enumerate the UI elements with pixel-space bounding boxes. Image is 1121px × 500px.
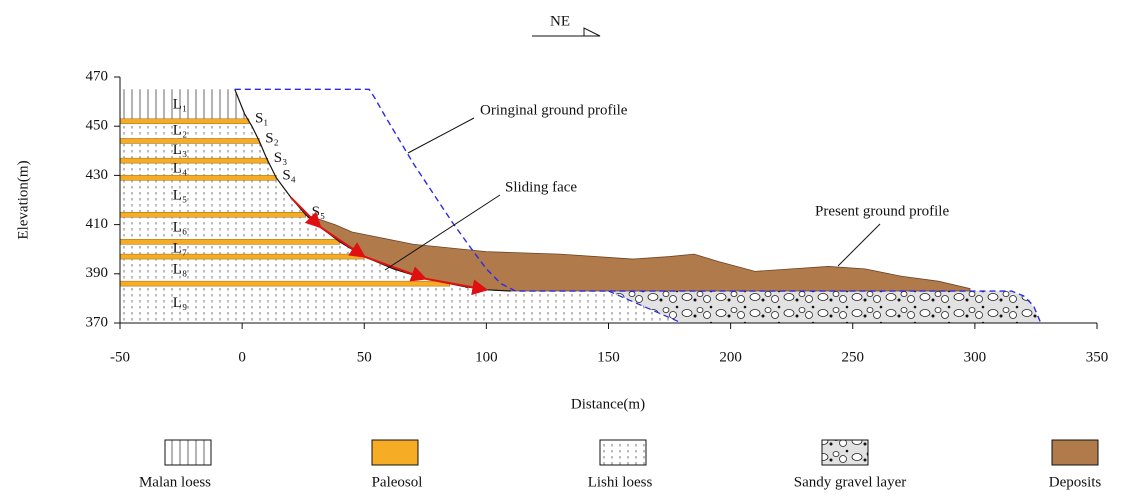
loess-label: L₅ [173, 188, 187, 204]
paleosol-band [120, 175, 276, 180]
x-axis-label: Distance(m) [571, 396, 645, 412]
paleosol-band [120, 281, 450, 286]
paleosol-band [120, 212, 306, 217]
chart: S₁S₂S₃S₄S₅S₆S₇S₈L₁L₂L₃L₄L₅L₆L₇L₈L₉ NE Or… [0, 0, 1121, 495]
paleosol-label: S₃ [274, 150, 288, 166]
loess-label: L₈ [173, 262, 187, 278]
x-tick-label: 0 [238, 349, 246, 365]
x-tick-label: 300 [964, 349, 987, 365]
x-tick-label: 250 [842, 349, 865, 365]
paleosol-label: S₂ [265, 130, 279, 146]
loess-label: L₉ [173, 295, 187, 311]
paleosol-label: S₄ [282, 167, 296, 183]
y-tick-label: 370 [86, 314, 109, 330]
y-tick-label: 470 [86, 68, 109, 84]
paleosol-band [120, 254, 364, 259]
x-tick-label: 150 [597, 349, 620, 365]
loess-label: L₁ [173, 97, 187, 113]
annotation: Present ground profile [815, 203, 949, 219]
x-tick-label: 200 [719, 349, 742, 365]
x-tick-label: 350 [1086, 349, 1109, 365]
paleosol-band [120, 158, 268, 163]
paleosol-band [120, 138, 259, 143]
loess-label: L₃ [173, 142, 187, 158]
legend-label: Malan loess [139, 474, 211, 490]
legend-swatch [1052, 440, 1098, 465]
leader-line [838, 224, 880, 266]
loess-label: L₇ [173, 241, 187, 257]
leader-line [408, 118, 474, 153]
y-tick-label: 450 [86, 118, 109, 134]
x-tick-label: -50 [110, 349, 130, 365]
loess-label: L₄ [173, 161, 187, 177]
legend-label: Deposits [1049, 474, 1102, 490]
legend-swatch [165, 440, 211, 465]
direction: NE [550, 13, 570, 29]
x-tick-label: 50 [357, 349, 372, 365]
legend-swatch [822, 440, 868, 465]
y-tick-label: 390 [86, 265, 109, 281]
sandy-gravel [609, 291, 1041, 323]
legend-label: Paleosol [372, 474, 423, 490]
loess-label: L₂ [173, 123, 187, 139]
legend-label: Lishi loess [588, 474, 653, 490]
annotation: Sliding face [505, 179, 577, 195]
y-tick-label: 410 [86, 216, 109, 232]
y-axis-label: Elevation(m) [15, 160, 31, 239]
legend-swatch [372, 440, 418, 465]
annotation: Oringinal ground profile [480, 102, 628, 118]
paleosol-band [120, 239, 340, 244]
y-tick-label: 430 [86, 167, 109, 183]
paleosol-label: S₁ [255, 111, 269, 127]
legend-swatch [600, 440, 646, 465]
legend-label: Sandy gravel layer [794, 474, 906, 490]
x-tick-label: 100 [475, 349, 498, 365]
loess-label: L₆ [173, 220, 187, 236]
